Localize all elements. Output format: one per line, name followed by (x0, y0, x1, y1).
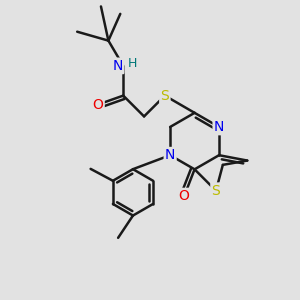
Text: N: N (214, 120, 224, 134)
Text: S: S (160, 88, 169, 103)
Text: H: H (128, 57, 137, 70)
Text: S: S (212, 184, 220, 198)
Text: O: O (179, 189, 190, 203)
Text: N: N (165, 148, 175, 162)
Text: O: O (92, 98, 104, 112)
Text: N: N (113, 59, 123, 73)
